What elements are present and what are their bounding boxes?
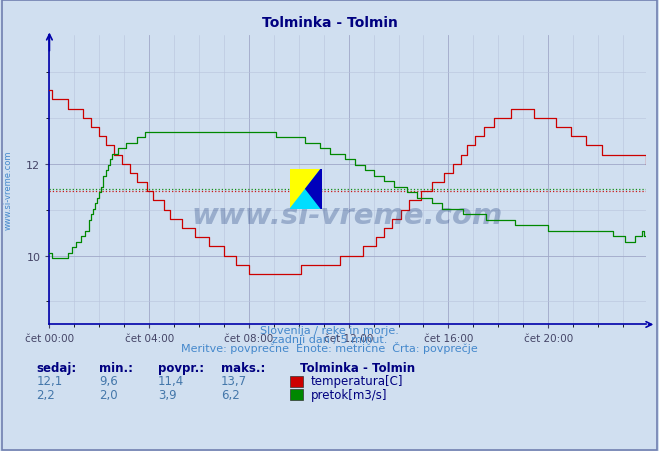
Text: www.si-vreme.com: www.si-vreme.com (192, 201, 503, 229)
Text: Slovenija / reke in morje.: Slovenija / reke in morje. (260, 325, 399, 335)
Polygon shape (290, 169, 322, 210)
Text: 9,6: 9,6 (99, 374, 117, 387)
Text: Tolminka - Tolmin: Tolminka - Tolmin (262, 16, 397, 30)
Text: 13,7: 13,7 (221, 374, 247, 387)
Text: Meritve: povprečne  Enote: metrične  Črta: povprečje: Meritve: povprečne Enote: metrične Črta:… (181, 341, 478, 353)
Text: min.:: min.: (99, 361, 133, 374)
Text: sedaj:: sedaj: (36, 361, 76, 374)
Text: 11,4: 11,4 (158, 374, 185, 387)
Text: zadnji dan / 5 minut.: zadnji dan / 5 minut. (272, 334, 387, 344)
Polygon shape (290, 169, 322, 210)
Polygon shape (306, 169, 322, 210)
Text: 2,0: 2,0 (99, 388, 117, 401)
Text: www.si-vreme.com: www.si-vreme.com (3, 150, 13, 229)
Text: pretok[m3/s]: pretok[m3/s] (311, 388, 387, 401)
Text: 6,2: 6,2 (221, 388, 239, 401)
Text: 3,9: 3,9 (158, 388, 177, 401)
Text: 12,1: 12,1 (36, 374, 63, 387)
Text: maks.:: maks.: (221, 361, 265, 374)
Text: povpr.:: povpr.: (158, 361, 204, 374)
Text: Tolminka - Tolmin: Tolminka - Tolmin (300, 361, 415, 374)
Text: temperatura[C]: temperatura[C] (311, 374, 403, 387)
Text: 2,2: 2,2 (36, 388, 55, 401)
